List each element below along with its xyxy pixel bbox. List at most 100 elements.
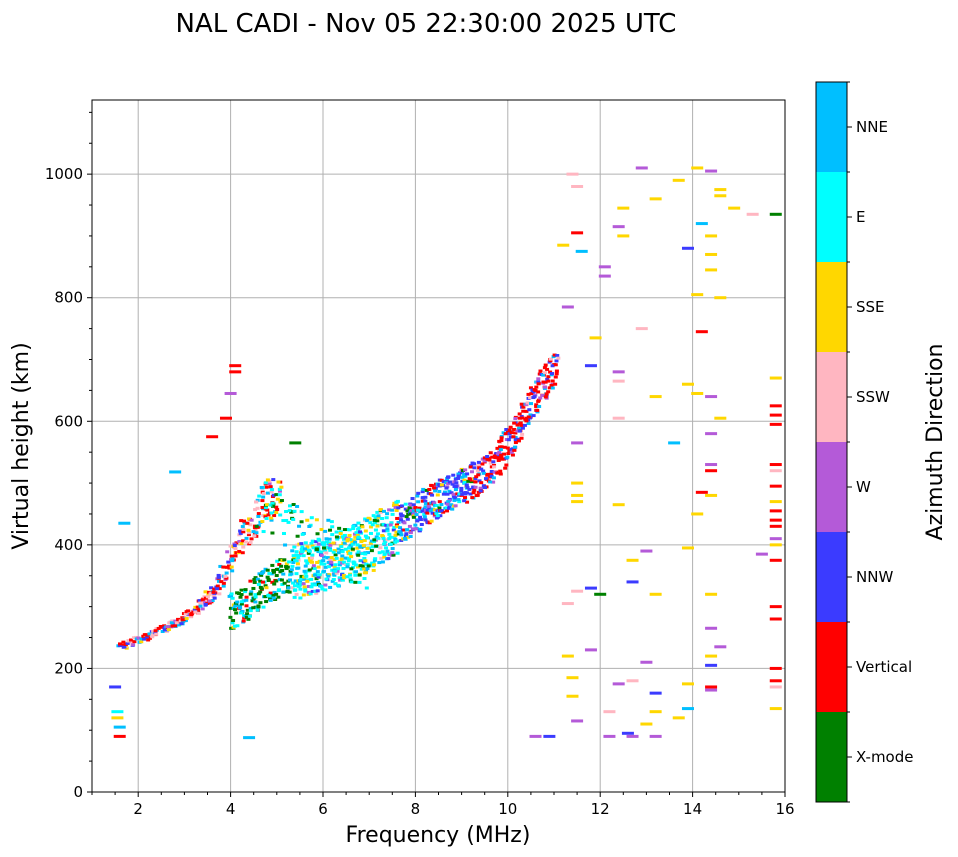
echo-cell — [303, 589, 308, 593]
echo-cell — [384, 516, 389, 520]
echo-cell — [277, 563, 282, 567]
echo-cell — [453, 477, 458, 481]
echo-cell — [291, 581, 296, 585]
sparse-echo — [169, 470, 182, 474]
echo-cell — [390, 551, 395, 555]
colorbar-segment-ssw — [816, 352, 847, 442]
echo-cell — [306, 585, 311, 589]
echo-cell — [524, 409, 529, 413]
echo-cell — [456, 476, 461, 480]
echo-cell — [296, 556, 301, 560]
echo-cell — [239, 542, 244, 546]
echo-cell — [263, 481, 268, 485]
echo-cell — [553, 363, 558, 367]
echo-cell — [345, 565, 350, 569]
echo-cell — [415, 519, 420, 523]
echo-cell — [197, 599, 202, 603]
echo-cell — [324, 577, 329, 581]
echo-cell — [543, 380, 548, 384]
x-axis-label: Frequency (MHz) — [346, 823, 531, 848]
echo-cell — [316, 542, 321, 546]
echo-cell — [515, 423, 520, 427]
sparse-echo — [113, 734, 126, 738]
echo-cell — [294, 592, 299, 596]
echo-cell — [306, 592, 311, 596]
sparse-echo — [571, 493, 584, 497]
echo-cell — [299, 577, 304, 581]
echo-cell — [212, 587, 217, 591]
echo-cell — [307, 524, 312, 528]
echo-cell — [141, 634, 146, 638]
echo-cell — [460, 479, 465, 483]
echo-cell — [349, 555, 354, 559]
echo-cell — [314, 540, 319, 544]
echo-cell — [327, 528, 332, 532]
sparse-echo — [543, 734, 556, 738]
echo-cell — [139, 637, 144, 641]
sparse-echo — [705, 626, 718, 630]
echo-cell — [297, 524, 302, 528]
sparse-echo — [612, 682, 625, 686]
echo-cell — [358, 530, 363, 534]
sparse-echo — [769, 500, 782, 504]
echo-cell — [299, 551, 304, 555]
echo-cell — [509, 450, 514, 454]
echo-cell — [274, 567, 279, 571]
echo-cell — [189, 613, 194, 617]
echo-cell — [265, 491, 270, 495]
echo-cell — [243, 588, 248, 592]
echo-cell — [305, 545, 310, 549]
echo-cell — [142, 637, 147, 641]
echo-cell — [188, 615, 193, 619]
echo-cell — [150, 635, 155, 639]
echo-cell — [543, 395, 548, 399]
echo-cell — [316, 550, 321, 554]
echo-cell — [268, 598, 273, 602]
echo-cell — [337, 576, 342, 580]
echo-cell — [372, 538, 377, 542]
echo-cell — [491, 460, 496, 464]
echo-cell — [263, 515, 268, 519]
echo-cell — [498, 469, 503, 473]
echo-cell — [502, 457, 507, 461]
echo-cell — [334, 556, 339, 560]
echo-cell — [427, 506, 432, 510]
echo-cell — [270, 531, 275, 535]
echo-cell — [266, 513, 271, 517]
echo-cell — [429, 519, 434, 523]
echo-cell — [274, 592, 279, 596]
echo-cell — [467, 477, 472, 481]
echo-cell — [534, 403, 539, 407]
echo-cell — [372, 518, 377, 522]
echo-cell — [301, 554, 306, 558]
echo-cell — [554, 369, 559, 373]
echo-cell — [308, 592, 313, 596]
echo-cell — [274, 505, 279, 509]
echo-cell — [456, 474, 461, 478]
echo-cell — [294, 553, 299, 557]
echo-cell — [246, 531, 251, 535]
echo-cell — [505, 446, 510, 450]
sparse-echo — [705, 663, 718, 667]
echo-cell — [244, 598, 249, 602]
echo-cell — [244, 536, 249, 540]
echo-cell — [307, 556, 312, 560]
sparse-echo — [229, 364, 242, 368]
echo-cell — [479, 481, 484, 485]
echo-cell — [375, 510, 380, 514]
sparse-echo — [705, 268, 718, 272]
echo-cell — [499, 439, 504, 443]
echo-cell — [330, 579, 335, 583]
echo-cell — [546, 390, 551, 394]
sparse-echo — [571, 719, 584, 723]
echo-cell — [408, 535, 413, 539]
sparse-echo — [769, 422, 782, 426]
x-tick-label: 2 — [133, 800, 143, 818]
echo-cell — [474, 475, 479, 479]
echo-cell — [451, 492, 456, 496]
echo-cell — [491, 480, 496, 484]
echo-cell — [426, 504, 431, 508]
echo-cell — [332, 565, 337, 569]
sparse-echo — [561, 602, 574, 606]
sparse-echo — [649, 592, 662, 596]
